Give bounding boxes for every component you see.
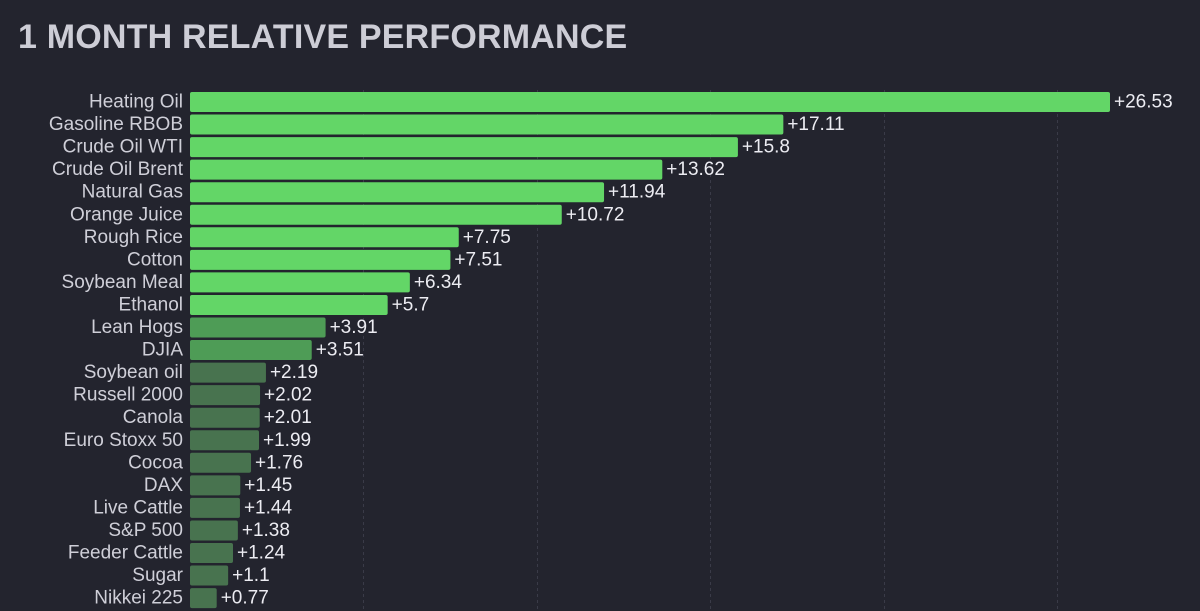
value-label-crude-oil-wti: +15.8 <box>742 137 790 158</box>
bar-lean-hogs <box>190 317 326 338</box>
bar-cocoa <box>190 452 252 473</box>
bar-crude-oil-wti <box>190 137 738 158</box>
value-label-heating-oil: +26.53 <box>1114 92 1173 113</box>
category-label-cocoa: Cocoa <box>128 452 183 473</box>
category-label-crude-oil-wti: Crude Oil WTI <box>63 137 183 158</box>
value-label-lean-hogs: +3.91 <box>330 317 378 338</box>
category-label-soybean-oil: Soybean oil <box>84 362 183 383</box>
category-label-djia: DJIA <box>142 340 184 361</box>
bar-sugar <box>190 565 229 586</box>
value-label-nikkei-225: +0.77 <box>221 588 269 609</box>
category-label-natural-gas: Natural Gas <box>82 182 183 203</box>
value-label-feeder-cattle: +1.24 <box>237 543 286 564</box>
category-label-heating-oil: Heating Oil <box>89 92 183 113</box>
bar-crude-oil-brent <box>190 159 663 180</box>
bar-canola <box>190 407 260 428</box>
bar-feeder-cattle <box>190 543 233 563</box>
value-label-soybean-oil: +2.19 <box>270 362 318 383</box>
bar-live-cattle <box>190 497 240 518</box>
value-label-crude-oil-brent: +13.62 <box>666 159 725 180</box>
bar-russell-2000 <box>190 385 261 406</box>
value-label-djia: +3.51 <box>316 340 364 361</box>
bar-soybean-oil <box>190 362 266 383</box>
value-label-euro-stoxx-50: +1.99 <box>263 430 311 451</box>
category-label-live-cattle: Live Cattle <box>93 497 183 518</box>
bars <box>190 92 1110 609</box>
bar-gasoline-rbob <box>190 114 784 135</box>
value-label-ethanol: +5.7 <box>392 294 430 315</box>
value-label-orange-juice: +10.72 <box>566 204 625 225</box>
value-label-s-p-500: +1.38 <box>242 520 290 541</box>
category-label-orange-juice: Orange Juice <box>70 204 183 225</box>
value-label-sugar: +1.1 <box>232 565 270 586</box>
value-label-cocoa: +1.76 <box>255 452 303 473</box>
category-label-russell-2000: Russell 2000 <box>73 385 183 406</box>
bar-natural-gas <box>190 182 605 203</box>
category-label-crude-oil-brent: Crude Oil Brent <box>52 159 184 180</box>
bar-s-p-500 <box>190 520 238 541</box>
value-label-cotton: +7.51 <box>454 249 502 270</box>
bar-cotton <box>190 249 451 270</box>
value-label-natural-gas: +11.94 <box>608 182 666 203</box>
category-label-feeder-cattle: Feeder Cattle <box>68 543 183 564</box>
category-label-lean-hogs: Lean Hogs <box>91 317 183 338</box>
value-labels: +26.53 +17.11+15.8 +13.62+11.94+10.72 +7.75… <box>221 92 1173 609</box>
value-label-russell-2000: +2.02 <box>264 385 312 406</box>
bar-soybean-meal <box>190 272 410 293</box>
value-label-gasoline-rbob: +17.11 <box>787 114 844 135</box>
value-label-soybean-meal: +6.34 <box>414 272 463 293</box>
category-label-nikkei-225: Nikkei 225 <box>94 588 183 609</box>
category-label-s-p-500: S&P 500 <box>108 520 183 541</box>
value-label-dax: +1.45 <box>244 475 292 496</box>
category-label-soybean-meal: Soybean Meal <box>62 272 183 293</box>
category-label-rough-rice: Rough Rice <box>84 227 183 248</box>
category-label-cotton: Cotton <box>127 249 183 270</box>
bar-heating-oil <box>190 92 1110 112</box>
bar-nikkei-225 <box>190 588 217 609</box>
category-label-gasoline-rbob: Gasoline RBOB <box>49 114 183 135</box>
bar-rough-rice <box>190 227 459 248</box>
category-label-euro-stoxx-50: Euro Stoxx 50 <box>64 430 183 451</box>
value-label-rough-rice: +7.75 <box>463 227 511 248</box>
value-label-canola: +2.01 <box>264 407 312 428</box>
chart-title: 1 MONTH RELATIVE PERFORMANCE <box>18 18 628 56</box>
bar-djia <box>190 340 312 361</box>
category-label-sugar: Sugar <box>132 565 183 586</box>
category-label-canola: Canola <box>123 407 184 428</box>
bar-euro-stoxx-50 <box>190 430 260 451</box>
value-label-live-cattle: +1.44 <box>244 497 293 518</box>
category-label-ethanol: Ethanol <box>119 294 183 315</box>
category-label-dax: DAX <box>144 475 183 496</box>
bar-orange-juice <box>190 204 562 225</box>
bar-dax <box>190 475 241 496</box>
bar-ethanol <box>190 294 388 315</box>
